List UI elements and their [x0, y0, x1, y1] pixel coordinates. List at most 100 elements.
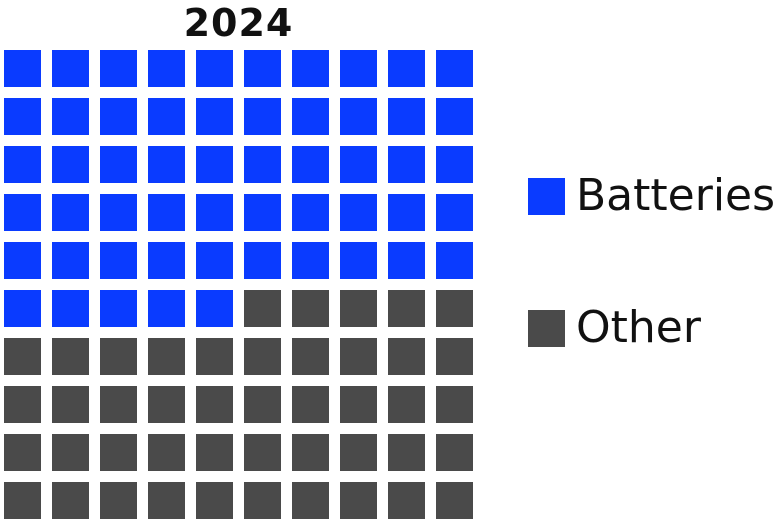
- waffle-cell-batteries: [52, 50, 89, 87]
- waffle-cell-other: [436, 386, 473, 423]
- waffle-cell-batteries: [340, 194, 377, 231]
- waffle-cell-other: [436, 290, 473, 327]
- waffle-cell-other: [340, 290, 377, 327]
- waffle-cell-batteries: [196, 98, 233, 135]
- waffle-cell-batteries: [340, 242, 377, 279]
- waffle-cell-batteries: [388, 50, 425, 87]
- waffle-cell-batteries: [244, 242, 281, 279]
- waffle-cell-batteries: [4, 98, 41, 135]
- waffle-cell-batteries: [244, 98, 281, 135]
- legend-swatch-batteries: [528, 177, 565, 215]
- waffle-cell-batteries: [292, 242, 329, 279]
- waffle-cell-other: [388, 482, 425, 519]
- waffle-cell-batteries: [100, 98, 137, 135]
- waffle-cell-other: [196, 482, 233, 519]
- waffle-cell-other: [52, 482, 89, 519]
- waffle-cell-batteries: [148, 146, 185, 183]
- waffle-cell-other: [196, 338, 233, 375]
- waffle-cell-batteries: [148, 194, 185, 231]
- waffle-cell-batteries: [292, 98, 329, 135]
- waffle-cell-other: [196, 386, 233, 423]
- waffle-cell-other: [436, 434, 473, 471]
- waffle-cell-other: [244, 290, 281, 327]
- waffle-cell-batteries: [100, 146, 137, 183]
- waffle-cell-batteries: [52, 242, 89, 279]
- waffle-cell-batteries: [340, 146, 377, 183]
- waffle-cell-batteries: [244, 146, 281, 183]
- waffle-cell-batteries: [388, 194, 425, 231]
- waffle-cell-other: [292, 290, 329, 327]
- waffle-cell-other: [100, 338, 137, 375]
- waffle-cell-batteries: [292, 194, 329, 231]
- waffle-cell-batteries: [196, 194, 233, 231]
- waffle-cell-batteries: [436, 194, 473, 231]
- waffle-cell-batteries: [196, 290, 233, 327]
- waffle-cell-batteries: [52, 290, 89, 327]
- waffle-cell-other: [100, 482, 137, 519]
- waffle-cell-other: [148, 482, 185, 519]
- waffle-cell-batteries: [100, 194, 137, 231]
- waffle-cell-batteries: [436, 242, 473, 279]
- waffle-cell-batteries: [436, 50, 473, 87]
- waffle-cell-batteries: [196, 50, 233, 87]
- waffle-cell-other: [340, 338, 377, 375]
- waffle-cell-other: [292, 482, 329, 519]
- waffle-cell-other: [52, 338, 89, 375]
- waffle-grid: [4, 50, 474, 519]
- waffle-cell-batteries: [100, 290, 137, 327]
- waffle-cell-batteries: [4, 194, 41, 231]
- waffle-cell-other: [244, 482, 281, 519]
- waffle-cell-batteries: [148, 50, 185, 87]
- waffle-cell-other: [436, 482, 473, 519]
- waffle-cell-other: [4, 434, 41, 471]
- waffle-cell-batteries: [244, 194, 281, 231]
- waffle-cell-other: [52, 434, 89, 471]
- legend-swatch-other: [528, 309, 565, 347]
- waffle-cell-batteries: [340, 98, 377, 135]
- chart-title: 2024: [183, 1, 294, 45]
- waffle-cell-other: [292, 386, 329, 423]
- waffle-cell-other: [100, 386, 137, 423]
- waffle-cell-other: [244, 338, 281, 375]
- waffle-cell-other: [388, 290, 425, 327]
- waffle-cell-batteries: [148, 98, 185, 135]
- legend-label-batteries: Batteries: [576, 170, 776, 221]
- waffle-cell-other: [388, 386, 425, 423]
- waffle-cell-other: [340, 386, 377, 423]
- legend-item-batteries: Batteries: [528, 170, 775, 222]
- waffle-cell-other: [196, 434, 233, 471]
- waffle-cell-other: [148, 434, 185, 471]
- waffle-cell-other: [436, 338, 473, 375]
- waffle-cell-batteries: [244, 50, 281, 87]
- waffle-cell-batteries: [340, 50, 377, 87]
- waffle-cell-batteries: [196, 242, 233, 279]
- waffle-cell-batteries: [52, 146, 89, 183]
- waffle-cell-other: [340, 482, 377, 519]
- waffle-cell-batteries: [292, 50, 329, 87]
- waffle-cell-batteries: [292, 146, 329, 183]
- waffle-cell-batteries: [388, 242, 425, 279]
- waffle-cell-batteries: [436, 146, 473, 183]
- waffle-cell-other: [292, 338, 329, 375]
- waffle-cell-batteries: [4, 242, 41, 279]
- waffle-cell-other: [4, 338, 41, 375]
- waffle-cell-batteries: [196, 146, 233, 183]
- waffle-cell-batteries: [52, 194, 89, 231]
- waffle-cell-other: [4, 482, 41, 519]
- legend-item-other: Other: [528, 302, 701, 354]
- waffle-cell-other: [148, 338, 185, 375]
- waffle-cell-batteries: [436, 98, 473, 135]
- waffle-cell-other: [388, 338, 425, 375]
- waffle-cell-other: [52, 386, 89, 423]
- waffle-cell-batteries: [4, 50, 41, 87]
- waffle-cell-batteries: [148, 290, 185, 327]
- waffle-cell-other: [244, 386, 281, 423]
- waffle-cell-batteries: [100, 242, 137, 279]
- waffle-cell-other: [244, 434, 281, 471]
- waffle-cell-batteries: [4, 290, 41, 327]
- waffle-cell-batteries: [4, 146, 41, 183]
- waffle-cell-other: [100, 434, 137, 471]
- waffle-cell-batteries: [388, 98, 425, 135]
- waffle-cell-other: [148, 386, 185, 423]
- waffle-cell-batteries: [100, 50, 137, 87]
